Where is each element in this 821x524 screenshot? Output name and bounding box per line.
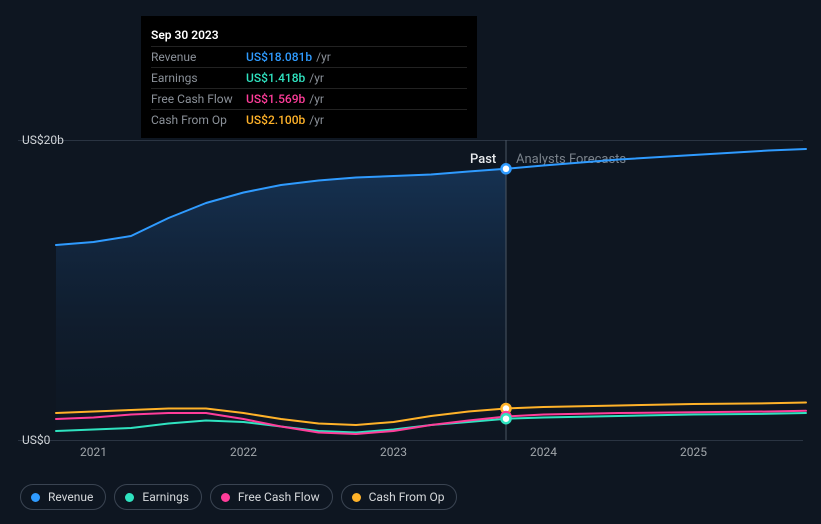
tooltip-unit: /yr	[309, 113, 324, 127]
legend-item-cash_from_op[interactable]: Cash From Op	[341, 484, 458, 510]
legend-label: Free Cash Flow	[238, 490, 320, 504]
financial-forecast-chart: Sep 30 2023 RevenueUS$18.081b/yrEarnings…	[0, 0, 821, 524]
legend-dot-icon	[352, 493, 361, 502]
legend-label: Earnings	[142, 490, 189, 504]
legend-dot-icon	[125, 493, 134, 502]
tooltip-unit: /yr	[309, 92, 324, 106]
legend-dot-icon	[221, 493, 230, 502]
legend-dot-icon	[31, 493, 40, 502]
legend-label: Revenue	[48, 490, 93, 504]
marker-earnings	[502, 414, 511, 423]
tooltip-row: Cash From OpUS$2.100b/yr	[151, 109, 467, 130]
tooltip-row: RevenueUS$18.081b/yr	[151, 46, 467, 67]
tooltip-metric: Free Cash Flow	[151, 92, 246, 106]
marker-revenue	[502, 164, 511, 173]
y-axis-label: US$0	[22, 433, 50, 447]
tooltip-metric: Earnings	[151, 71, 246, 85]
tooltip-unit: /yr	[316, 50, 331, 64]
tooltip-date: Sep 30 2023	[151, 24, 467, 46]
x-axis-label: 2021	[80, 445, 107, 459]
tooltip-metric: Cash From Op	[151, 113, 246, 127]
tooltip-metric: Revenue	[151, 50, 246, 64]
x-axis-label: 2023	[380, 445, 407, 459]
x-axis-label: 2022	[230, 445, 257, 459]
legend-item-free_cash_flow[interactable]: Free Cash Flow	[210, 484, 333, 510]
tooltip-value: US$1.569b	[246, 92, 305, 106]
x-axis-label: 2025	[680, 445, 707, 459]
legend: Revenue Earnings Free Cash Flow Cash From O…	[20, 484, 457, 510]
tooltip-value: US$1.418b	[246, 71, 305, 85]
x-axis-label: 2024	[530, 445, 557, 459]
tooltip-row: Free Cash FlowUS$1.569b/yr	[151, 88, 467, 109]
legend-item-revenue[interactable]: Revenue	[20, 484, 106, 510]
tooltip-unit: /yr	[309, 71, 324, 85]
revenue-area	[56, 169, 506, 440]
legend-label: Cash From Op	[369, 490, 445, 504]
legend-item-earnings[interactable]: Earnings	[114, 484, 202, 510]
plot-area[interactable]	[56, 140, 806, 440]
gridline-bottom	[18, 440, 803, 441]
tooltip-row: EarningsUS$1.418b/yr	[151, 67, 467, 88]
tooltip-value: US$18.081b	[246, 50, 312, 64]
tooltip-value: US$2.100b	[246, 113, 305, 127]
hover-tooltip: Sep 30 2023 RevenueUS$18.081b/yrEarnings…	[141, 16, 477, 138]
